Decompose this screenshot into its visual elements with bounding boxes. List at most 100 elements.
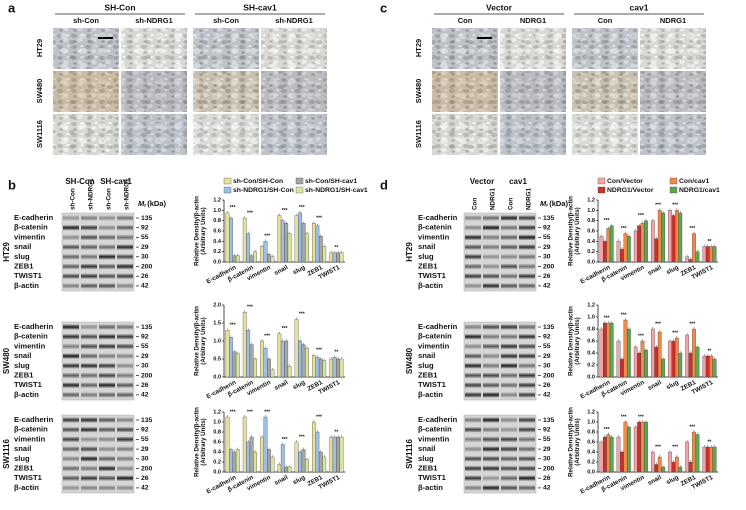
micrograph-texture: [572, 114, 638, 155]
micrograph-tint: [572, 28, 638, 69]
y-axis-label: Relative Density/β-actin: [568, 407, 575, 477]
bar: [661, 466, 666, 473]
y-tick-label: 0.0: [587, 259, 595, 265]
bar: [616, 241, 621, 263]
bar: [260, 246, 264, 263]
bar: [267, 254, 271, 263]
blot-band: [465, 363, 481, 369]
blot-band: [501, 283, 517, 289]
blot-band: [501, 225, 517, 231]
bar: [336, 252, 340, 263]
marker-kda: 29: [543, 353, 551, 360]
bar: [246, 330, 251, 378]
y-axis-label: (Arbitrary Units): [574, 207, 581, 254]
micrograph-texture: [261, 71, 327, 112]
cell-line-label: SW480: [405, 347, 414, 374]
lane-label: NDRG1: [526, 187, 533, 210]
y-tick-label: 0.4: [213, 449, 222, 455]
micrograph-texture: [261, 114, 327, 155]
bar: [654, 346, 659, 378]
bar: [671, 215, 676, 263]
bar: [657, 456, 662, 473]
blot-band: [465, 456, 481, 462]
blot-band: [465, 324, 481, 330]
marker-kda: 135: [543, 324, 555, 331]
marker-kda: 55: [141, 436, 149, 443]
blot-band: [501, 446, 517, 452]
bar: [329, 436, 334, 473]
blot-band: [117, 475, 133, 481]
bar: [705, 446, 710, 473]
blot-band: [81, 363, 97, 369]
y-tick-label: 1.5: [213, 320, 221, 326]
significance: ***: [299, 312, 305, 318]
y-tick-label: 0.8: [213, 218, 221, 224]
protein-label: vimentin: [418, 341, 450, 350]
legend-swatch: [295, 177, 304, 185]
micrograph-tint: [121, 114, 187, 155]
blot-band: [519, 417, 535, 423]
blot-band: [81, 225, 97, 231]
blot-band: [465, 254, 481, 260]
y-tick-label: 0.0: [587, 469, 595, 475]
marker-kda: 26: [141, 475, 149, 482]
bar: [709, 355, 714, 378]
legend-swatch: [295, 186, 304, 194]
bar: [678, 212, 683, 263]
y-tick-label: 0.5: [213, 356, 221, 362]
blot-band: [117, 485, 133, 491]
y-tick-label: 0.2: [587, 459, 595, 465]
bar: [637, 225, 642, 263]
bar: [229, 217, 233, 263]
marker-kda: 135: [141, 215, 153, 222]
blot-band: [519, 456, 535, 462]
blot-band: [63, 215, 79, 221]
protein-label: E-cadherin: [418, 322, 458, 331]
blot-band: [519, 363, 535, 369]
y-tick-label: 0.2: [587, 362, 595, 368]
blot-band: [117, 417, 133, 423]
blot-band: [519, 283, 535, 289]
significance: ***: [316, 348, 322, 354]
blot-band: [63, 343, 79, 349]
protein-label: TWIST1: [418, 473, 447, 482]
bar: [620, 358, 624, 378]
bar: [260, 340, 264, 378]
y-tick-label: 0.4: [587, 350, 596, 356]
bar: [668, 451, 672, 473]
blot-band: [81, 234, 97, 240]
protein-label: slug: [14, 454, 30, 463]
legend-swatch: [597, 177, 606, 185]
significance: ***: [316, 414, 322, 420]
blot-band: [63, 254, 79, 260]
significance: ***: [299, 205, 305, 211]
bar: [253, 451, 257, 473]
bar: [246, 441, 251, 473]
blot-band: [117, 465, 133, 472]
significance: ***: [689, 321, 695, 327]
group-header: Vector: [470, 177, 494, 186]
bar: [685, 441, 690, 473]
blot-band: [99, 417, 115, 423]
blot-band: [99, 446, 115, 452]
blot-band: [483, 382, 499, 388]
bar: [287, 466, 292, 473]
micrograph-texture: [53, 28, 119, 69]
marker-kda: 200: [543, 465, 555, 472]
blot-band: [465, 334, 481, 340]
blot-band: [465, 485, 481, 491]
mr-part: r: [144, 203, 146, 209]
bar: [685, 334, 690, 378]
micrograph-texture: [640, 28, 706, 69]
bar: [322, 456, 327, 473]
protein-label: β-actin: [418, 483, 443, 492]
bar: [332, 252, 337, 263]
significance: ***: [655, 444, 661, 450]
protein-label: β-catenin: [418, 223, 452, 232]
bar: [644, 421, 648, 473]
group-header: Vector: [486, 2, 513, 12]
bar: [599, 236, 604, 263]
protein-label: β-actin: [14, 281, 39, 290]
micrograph-tint: [193, 71, 259, 112]
blot-band: [501, 215, 517, 221]
